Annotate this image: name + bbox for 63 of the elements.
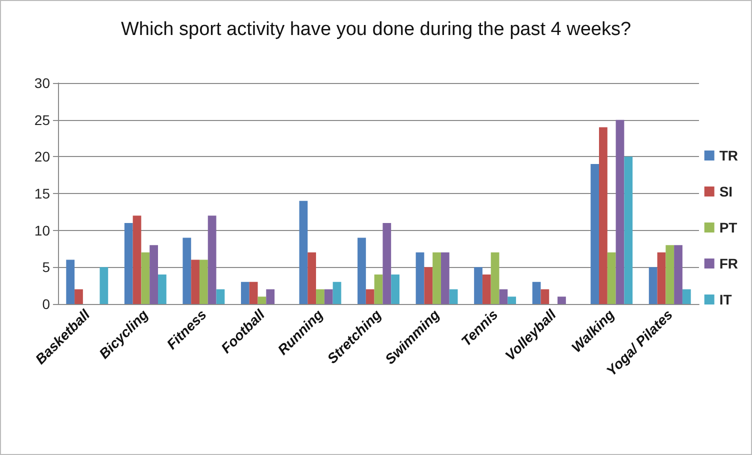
bar [440,252,450,304]
bar [299,200,308,304]
bar [616,120,624,304]
bar [416,252,424,304]
bar [657,252,666,304]
bar [599,127,608,304]
bar [666,245,674,304]
bar [482,274,491,304]
legend-label: PT [719,220,738,236]
y-tick-label: 5 [42,259,50,276]
bar [540,289,550,304]
bar [490,252,500,304]
y-tick-label: 10 [34,222,50,238]
y-tick-label: 30 [34,75,50,91]
bar [100,267,108,304]
chart-title: Which sport activity have you done during the past 4 weeks? [120,19,632,40]
bar [74,289,83,304]
legend-label: SI [719,184,733,200]
bar [308,252,316,304]
bar [150,245,158,304]
bar [316,289,324,304]
bar [249,282,258,304]
bar [648,267,658,304]
bar [508,296,516,304]
bar [391,274,400,304]
bar [424,267,433,304]
bar [499,289,508,304]
bar [607,252,616,304]
y-tick-label: 25 [34,112,50,128]
bar [141,252,150,304]
bar [182,238,192,304]
legend-label: FR [719,256,738,272]
bar [124,222,133,304]
bar [590,164,600,304]
bar [66,260,75,304]
y-tick-label: 20 [34,148,50,165]
bar [366,289,374,304]
bar [682,289,691,304]
bar [158,274,166,304]
bar [199,260,208,304]
y-tick-label: 15 [34,186,50,202]
bar [449,289,458,304]
bar [332,282,342,304]
bar [240,282,250,304]
bar [132,216,142,304]
bar [624,156,633,304]
legend-label: TR [719,148,738,164]
bar [432,252,441,304]
bar [674,245,682,304]
bar [532,282,541,304]
bar [266,289,275,304]
bar [474,267,482,304]
bar [191,260,200,304]
legend-label: IT [719,292,732,308]
bar [324,289,333,304]
y-tick-label: 0 [42,296,50,312]
bar [358,238,366,304]
bar [374,274,383,304]
bar [382,222,392,304]
bar [208,216,216,304]
bar [216,289,225,304]
bar [258,296,266,304]
bar [558,296,566,304]
